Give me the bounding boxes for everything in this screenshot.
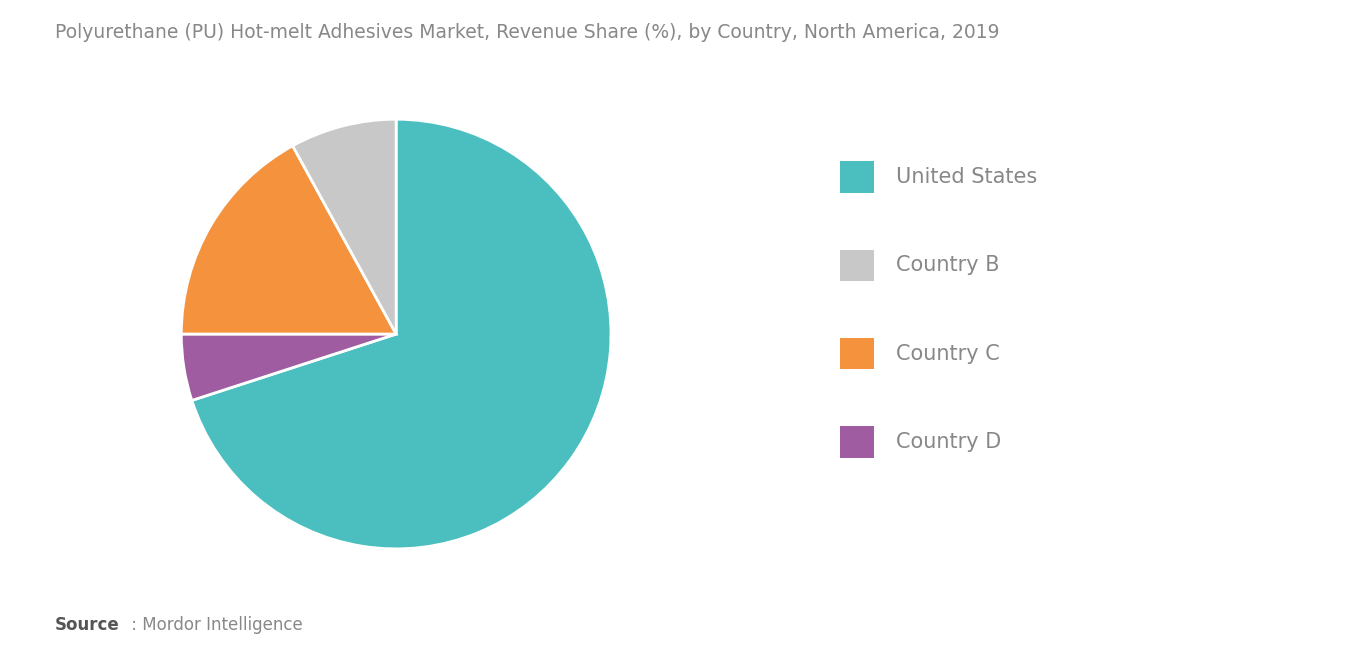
Text: Country C: Country C xyxy=(896,344,1000,364)
Wedge shape xyxy=(191,119,611,549)
Text: Source: Source xyxy=(55,616,119,634)
Wedge shape xyxy=(292,119,396,334)
Text: Country B: Country B xyxy=(896,255,1000,275)
Text: Country D: Country D xyxy=(896,432,1001,452)
Wedge shape xyxy=(182,334,396,400)
Text: : Mordor Intelligence: : Mordor Intelligence xyxy=(126,616,302,634)
Wedge shape xyxy=(182,146,396,334)
Text: United States: United States xyxy=(896,167,1037,187)
Text: Polyurethane (PU) Hot-melt Adhesives Market, Revenue Share (%), by Country, Nort: Polyurethane (PU) Hot-melt Adhesives Mar… xyxy=(55,23,999,42)
